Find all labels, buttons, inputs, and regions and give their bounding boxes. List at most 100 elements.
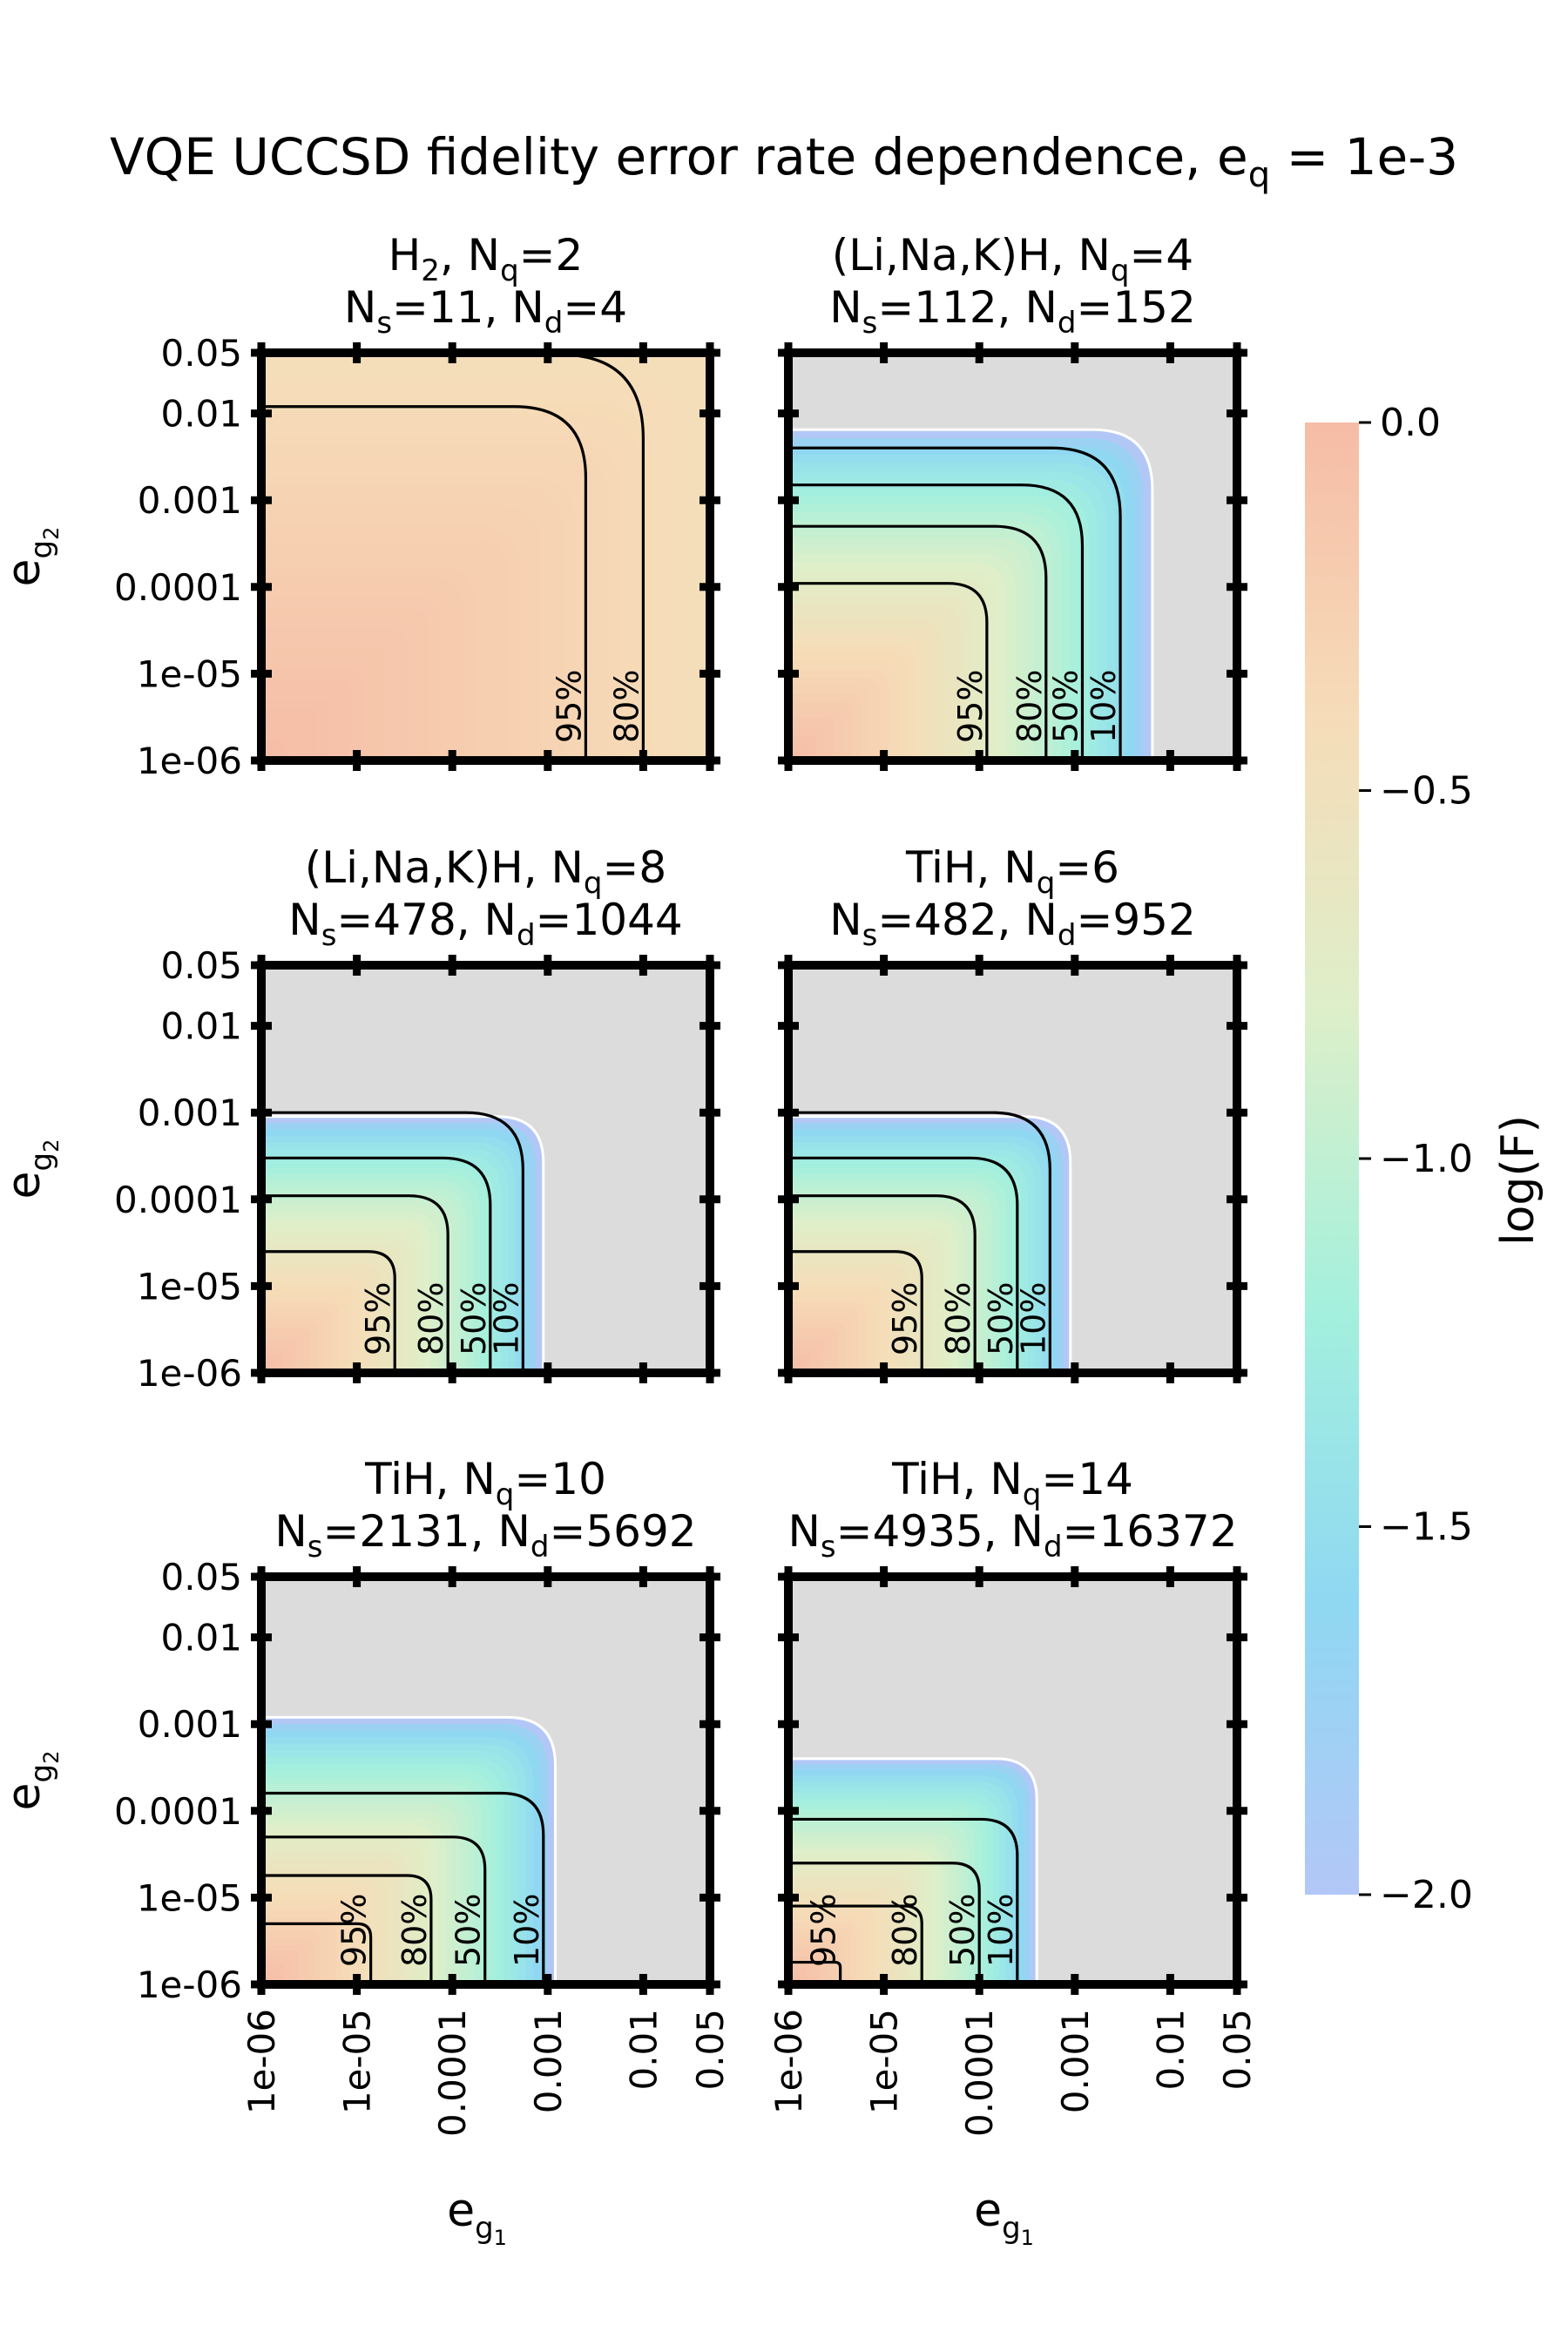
panel-title-text: =14 — [1041, 1454, 1133, 1504]
colorbar-bar — [1305, 422, 1359, 1895]
y-axis-label: eg2 — [0, 527, 64, 587]
panel-title-sub: q — [1037, 866, 1056, 901]
contour-line — [788, 1960, 842, 1984]
panel-heatmap — [261, 965, 710, 1373]
panel-title-text: =482, — [877, 895, 1024, 945]
panel-heatmap — [788, 353, 1237, 760]
panel-title-line2: Ns=478, Nd=1044 — [288, 895, 682, 953]
panel-title-text: =2 — [519, 230, 584, 280]
figure-title: VQE UCCSD fidelity error rate dependence… — [110, 127, 1458, 195]
panel-title-text: TiH, N — [905, 842, 1037, 893]
panel-title-line2: Ns=2131, Nd=5692 — [274, 1506, 696, 1565]
panel-title-text: N — [274, 1506, 307, 1557]
panel-title-line1: TiH, Nq=14 — [891, 1454, 1133, 1512]
panel-title-line1: (Li,Na,K)H, Nq=4 — [832, 230, 1193, 288]
y-tick-label: 0.0001 — [114, 1179, 242, 1221]
colorbar-tick-label: −0.5 — [1380, 769, 1473, 814]
x-tick-label: 0.0001 — [431, 2009, 474, 2137]
y-tick-label: 1e-05 — [137, 652, 242, 695]
contour-line — [788, 582, 989, 760]
panel-title-sub: s — [308, 1530, 323, 1565]
panel-title-sub: d — [1044, 1530, 1063, 1565]
figure-title-sub: q — [1248, 155, 1270, 195]
contour-label: 80% — [607, 670, 645, 743]
figure-title-main: VQE UCCSD fidelity error rate dependence… — [110, 127, 1248, 186]
x-axis-label: eg1 — [974, 2185, 1034, 2250]
panel-frame — [257, 1572, 714, 1989]
panel-title-line2: Ns=4935, Nd=16372 — [787, 1506, 1237, 1565]
panel-title-text: =1044 — [536, 895, 683, 945]
contour-label: 80% — [939, 1282, 977, 1355]
panel-title-sub: q — [1023, 1477, 1042, 1512]
panel-heatmap — [261, 1577, 710, 1984]
panel-title-sub: q — [500, 253, 519, 288]
heatmap-rim — [788, 1115, 1072, 1373]
contour-line — [788, 524, 1048, 760]
panel-title-sub: q — [1111, 253, 1130, 288]
panel-title-line2: Ns=11, Nd=4 — [344, 282, 627, 341]
contour-line — [788, 1111, 1051, 1373]
panel-title-sub: d — [531, 1530, 550, 1565]
panel-title-sub: q — [496, 1477, 515, 1512]
panel-title-sub: d — [517, 918, 536, 953]
x-tick-label: 0.05 — [1216, 2009, 1259, 2091]
y-tick-label: 0.0001 — [114, 1790, 242, 1833]
contour-line — [261, 1791, 545, 1984]
panel-title-text: =152 — [1076, 282, 1195, 333]
y-tick-label: 0.01 — [160, 1005, 242, 1048]
x-tick-label: 1e-05 — [336, 2009, 379, 2114]
panel-title-text: N — [1024, 282, 1057, 333]
panel-title-text: (Li,Na,K)H, N — [832, 230, 1111, 280]
y-tick-label: 0.05 — [160, 1556, 242, 1598]
colorbar-label: log(F) — [1492, 1115, 1544, 1246]
y-tick-label: 1e-06 — [137, 1963, 242, 2006]
panel-title-sub: s — [821, 1530, 836, 1565]
panel-title-line1: TiH, Nq=10 — [364, 1454, 606, 1512]
panel-title-text: , N — [440, 230, 500, 280]
colorbar-tick-label: 0.0 — [1380, 401, 1441, 445]
contour-label: 50% — [982, 1282, 1020, 1355]
contour-label: 10% — [982, 1894, 1020, 1967]
heatmap-rim — [788, 428, 1154, 760]
contour-label: 95% — [951, 670, 990, 743]
panel-title-text: =11, — [392, 282, 511, 333]
contour-line — [788, 1817, 1019, 1984]
y-tick-label: 0.001 — [138, 479, 242, 522]
y-axis-label: eg2 — [0, 1751, 64, 1811]
panel-title-text: N — [344, 282, 376, 333]
panel-title-text: =10 — [514, 1454, 606, 1504]
panel-title-sub: d — [1058, 918, 1077, 953]
contour-label: 50% — [455, 1282, 493, 1355]
contour-line — [261, 1156, 492, 1373]
panel-title-text: N — [1024, 895, 1057, 945]
contour-line — [261, 1874, 433, 1984]
x-tick-label: 1e-06 — [767, 2009, 810, 2114]
panel-frame — [257, 961, 714, 1377]
panel-title-text: =5692 — [549, 1506, 696, 1557]
panel-frame — [784, 348, 1241, 765]
panel-title-text: N — [484, 895, 517, 945]
panels: H2, Nq=2Ns=11, Nd=495% 80%1e-061e-050.000… — [0, 230, 1259, 2250]
panel-title-line2: Ns=482, Nd=952 — [829, 895, 1196, 953]
contour-label: 95% — [335, 1894, 374, 1967]
x-tick-label: 1e-06 — [240, 2009, 283, 2114]
x-tick-label: 0.0001 — [958, 2009, 1001, 2137]
contour-line — [788, 446, 1122, 760]
y-tick-label: 0.0001 — [114, 566, 242, 609]
contour-line — [261, 1250, 396, 1373]
contour-label: 10% — [1085, 670, 1123, 743]
colorbar-tick-label: −2.0 — [1380, 1873, 1473, 1917]
heatmap-rim — [788, 1757, 1038, 1984]
panel-frame — [257, 348, 714, 765]
contour-line — [261, 405, 588, 760]
panel-title-sub: d — [544, 306, 564, 341]
heatmap-rim — [261, 1115, 545, 1373]
panel-title-text: N — [787, 1506, 820, 1557]
colorbar: 0.0 −0.5 −1.0 −1.5 −2.0 log(F) — [1305, 401, 1544, 1917]
panel-title-text: TiH, N — [364, 1454, 496, 1504]
contour-line — [788, 1194, 977, 1373]
